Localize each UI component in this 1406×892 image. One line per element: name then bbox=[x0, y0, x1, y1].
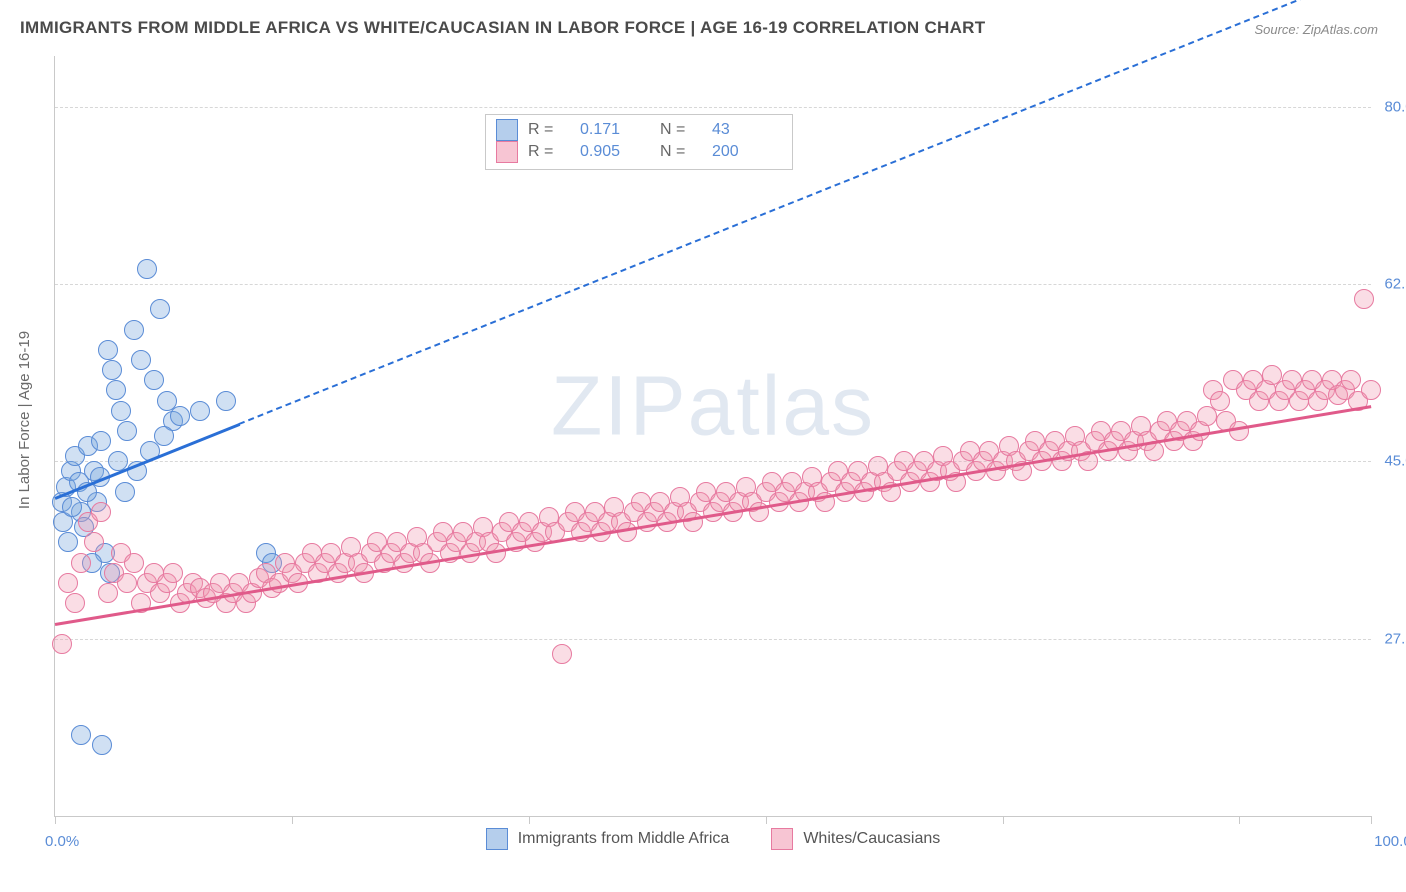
data-point bbox=[216, 391, 236, 411]
x-tick bbox=[1371, 816, 1372, 824]
swatch-blue-icon bbox=[486, 828, 508, 850]
legend-label: Immigrants from Middle Africa bbox=[518, 830, 730, 848]
data-point bbox=[170, 406, 190, 426]
data-point bbox=[58, 573, 78, 593]
x-tick bbox=[55, 816, 56, 824]
data-point bbox=[137, 259, 157, 279]
x-tick bbox=[529, 816, 530, 824]
data-point bbox=[124, 553, 144, 573]
data-point bbox=[1341, 370, 1361, 390]
data-point bbox=[117, 573, 137, 593]
stat-value: 200 bbox=[712, 141, 782, 163]
x-tick-label: 0.0% bbox=[45, 833, 79, 850]
x-tick-label: 100.0% bbox=[1374, 833, 1406, 850]
legend-stats-row: R = 0.905 N = 200 bbox=[496, 141, 782, 163]
watermark: ZIPatlas bbox=[551, 357, 875, 454]
data-point bbox=[163, 563, 183, 583]
gridline bbox=[55, 284, 1371, 285]
legend-label: Whites/Caucasians bbox=[803, 830, 940, 848]
y-tick-label: 45.0% bbox=[1384, 453, 1406, 470]
data-point bbox=[71, 553, 91, 573]
data-point bbox=[131, 350, 151, 370]
data-point bbox=[58, 532, 78, 552]
legend-stats: R = 0.171 N = 43 R = 0.905 N = 200 bbox=[485, 114, 793, 170]
data-point bbox=[71, 725, 91, 745]
swatch-pink-icon bbox=[771, 828, 793, 850]
stat-label: N = bbox=[660, 119, 702, 141]
data-point bbox=[98, 583, 118, 603]
data-point bbox=[62, 497, 82, 517]
legend-stats-row: R = 0.171 N = 43 bbox=[496, 119, 782, 141]
data-point bbox=[98, 340, 118, 360]
x-tick bbox=[766, 816, 767, 824]
y-tick-label: 62.5% bbox=[1384, 276, 1406, 293]
stat-label: N = bbox=[660, 141, 702, 163]
data-point bbox=[1361, 380, 1381, 400]
legend-item: Whites/Caucasians bbox=[771, 828, 940, 850]
stat-label: R = bbox=[528, 141, 570, 163]
swatch-blue-icon bbox=[496, 119, 518, 141]
stat-value: 43 bbox=[712, 119, 782, 141]
y-tick-label: 80.0% bbox=[1384, 98, 1406, 115]
data-point bbox=[111, 401, 131, 421]
data-point bbox=[91, 502, 111, 522]
x-tick bbox=[1239, 816, 1240, 824]
source-label: Source: ZipAtlas.com bbox=[1254, 22, 1378, 37]
data-point bbox=[617, 522, 637, 542]
gridline bbox=[55, 639, 1371, 640]
data-point bbox=[144, 370, 164, 390]
data-point bbox=[102, 360, 122, 380]
data-point bbox=[1354, 289, 1374, 309]
data-point bbox=[117, 421, 137, 441]
data-point bbox=[154, 426, 174, 446]
gridline bbox=[55, 461, 1371, 462]
gridline bbox=[55, 107, 1371, 108]
legend-item: Immigrants from Middle Africa bbox=[486, 828, 730, 850]
data-point bbox=[52, 634, 72, 654]
swatch-pink-icon bbox=[496, 141, 518, 163]
data-point bbox=[91, 431, 111, 451]
y-tick-label: 27.5% bbox=[1384, 630, 1406, 647]
y-axis-title: In Labor Force | Age 16-19 bbox=[16, 331, 33, 509]
trend-line bbox=[239, 0, 1371, 425]
data-point bbox=[150, 299, 170, 319]
data-point bbox=[124, 320, 144, 340]
stat-label: R = bbox=[528, 119, 570, 141]
data-point bbox=[106, 380, 126, 400]
data-point bbox=[92, 735, 112, 755]
chart-title: IMMIGRANTS FROM MIDDLE AFRICA VS WHITE/C… bbox=[20, 18, 985, 38]
x-tick bbox=[292, 816, 293, 824]
data-point bbox=[1229, 421, 1249, 441]
plot-area: ZIPatlas R = 0.171 N = 43 R = 0.905 N = … bbox=[54, 56, 1371, 817]
stat-value: 0.905 bbox=[580, 141, 650, 163]
data-point bbox=[1210, 391, 1230, 411]
data-point bbox=[65, 593, 85, 613]
data-point bbox=[115, 482, 135, 502]
legend-bottom: Immigrants from Middle Africa Whites/Cau… bbox=[55, 828, 1371, 850]
x-tick bbox=[1003, 816, 1004, 824]
stat-value: 0.171 bbox=[580, 119, 650, 141]
data-point bbox=[552, 644, 572, 664]
data-point bbox=[190, 401, 210, 421]
data-point bbox=[84, 532, 104, 552]
